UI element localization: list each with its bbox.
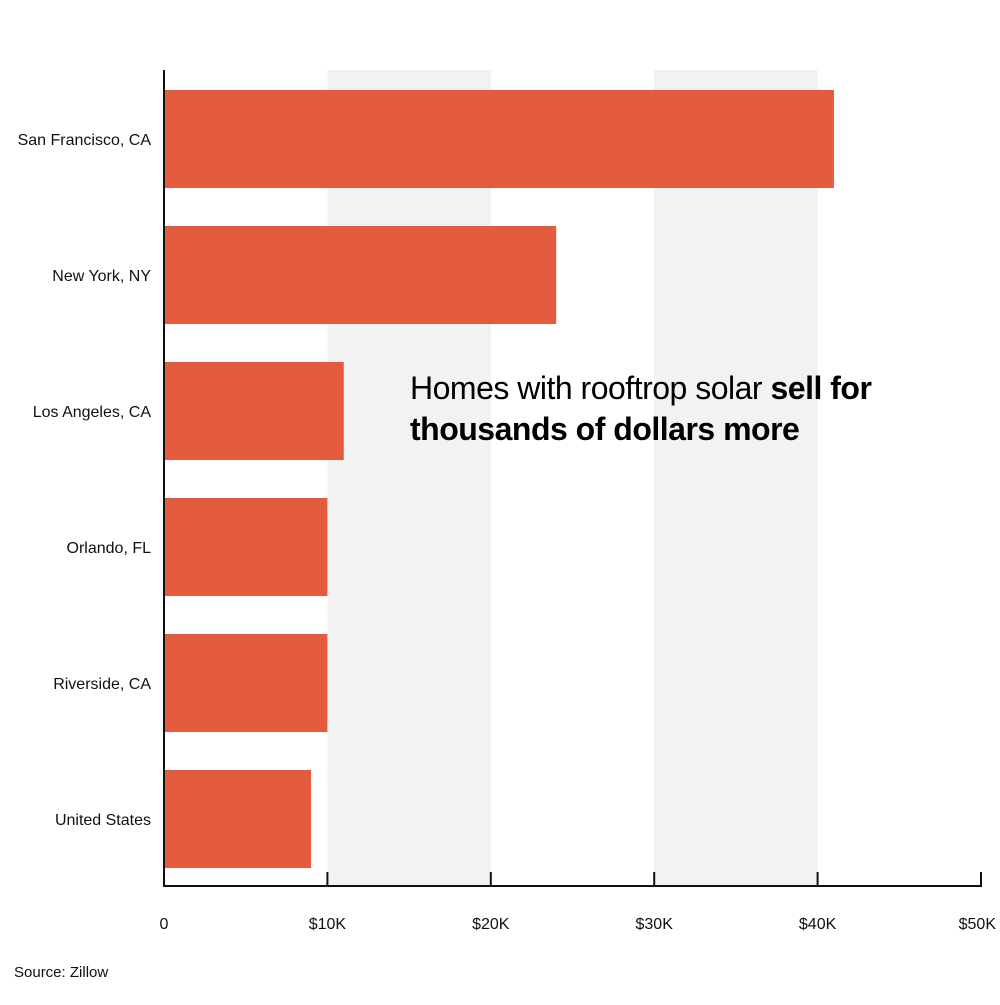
x-tick-label: $30K <box>636 916 674 933</box>
category-label: San Francisco, CA <box>18 132 152 149</box>
grid-band <box>327 70 491 886</box>
grid-band <box>654 70 818 886</box>
tick-labels: 0 $10K $20K $30K $40K $50K <box>160 916 997 933</box>
bar <box>164 770 312 868</box>
x-tick-label: $20K <box>472 916 510 933</box>
category-label: Riverside, CA <box>53 676 151 693</box>
bar <box>164 498 328 596</box>
grid-bands <box>327 70 818 886</box>
category-labels: San Francisco, CA New York, NY Los Angeles… <box>18 132 152 829</box>
category-label: United States <box>55 812 151 829</box>
bar <box>164 362 344 460</box>
axes <box>163 70 982 887</box>
x-tick-label: $50K <box>959 916 997 933</box>
annotation-bold-text: sell for thousands of dollars more <box>410 370 872 447</box>
bar <box>164 226 557 324</box>
bar <box>164 634 328 732</box>
x-tick-label: $10K <box>309 916 347 933</box>
category-label: New York, NY <box>52 268 151 285</box>
chart-annotation: Homes with rooftrop solar sell for thous… <box>410 368 970 450</box>
bar <box>164 90 834 188</box>
source-note: Source: Zillow <box>14 964 109 981</box>
x-tick-label: $40K <box>799 916 837 933</box>
x-tick-label: 0 <box>160 916 169 933</box>
category-label: Los Angeles, CA <box>33 404 152 421</box>
annotation-light-text: Homes with rooftrop solar <box>410 370 771 406</box>
category-label: Orlando, FL <box>67 540 152 557</box>
bars <box>164 90 834 868</box>
